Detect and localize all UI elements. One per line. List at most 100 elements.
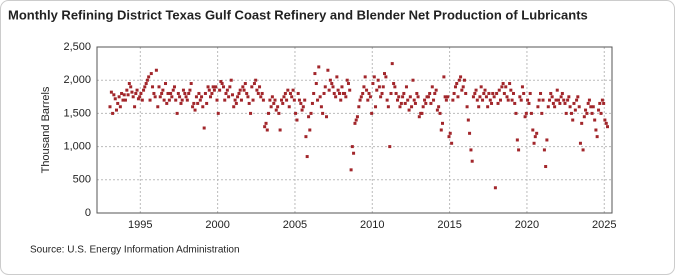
data-point [440, 121, 444, 125]
data-point [256, 91, 260, 95]
data-point [493, 186, 497, 190]
data-point [517, 148, 521, 152]
data-point [183, 91, 187, 95]
data-point [130, 90, 134, 94]
data-point [370, 111, 374, 115]
data-point [366, 98, 370, 102]
data-point [247, 101, 251, 105]
data-point [386, 105, 390, 109]
x-tick-label: 2015 [437, 219, 461, 231]
data-point [181, 88, 185, 92]
data-point [381, 85, 385, 89]
data-point [415, 91, 419, 95]
data-point [491, 91, 495, 95]
data-point [120, 91, 124, 95]
data-point [198, 98, 202, 102]
data-point [389, 91, 393, 95]
data-point [421, 105, 425, 109]
data-point [433, 91, 437, 95]
data-point [477, 105, 481, 109]
data-point [522, 91, 526, 95]
data-point [172, 85, 176, 89]
data-point [553, 105, 557, 109]
data-point [560, 91, 564, 95]
data-point [134, 91, 138, 95]
data-point [269, 105, 273, 109]
data-point [371, 82, 375, 86]
data-point [121, 98, 125, 102]
data-point [375, 88, 379, 92]
data-point [278, 128, 282, 132]
data-point [241, 85, 245, 89]
data-point [562, 98, 566, 102]
data-point [207, 88, 211, 92]
data-point [554, 98, 558, 102]
data-point [428, 91, 432, 95]
data-point [416, 95, 420, 99]
data-point [219, 80, 223, 84]
data-point [532, 141, 536, 145]
data-point [448, 131, 452, 135]
data-point [171, 88, 175, 92]
data-point [392, 82, 396, 86]
data-point [336, 88, 340, 92]
data-point [451, 98, 455, 102]
data-point [143, 85, 147, 89]
data-point [584, 108, 588, 112]
data-point [187, 91, 191, 95]
data-point [599, 111, 603, 115]
data-point [372, 75, 376, 79]
data-point [506, 98, 510, 102]
data-point [193, 108, 197, 112]
data-point [296, 91, 300, 95]
data-point [459, 75, 463, 79]
x-tick-label: 2000 [205, 219, 229, 231]
data-point [337, 91, 341, 95]
data-point [520, 85, 524, 89]
data-point [602, 101, 606, 105]
data-point [486, 105, 490, 109]
data-point [497, 88, 501, 92]
data-point [138, 95, 142, 99]
data-point [597, 108, 601, 112]
data-point [550, 95, 554, 99]
data-point [334, 95, 338, 99]
data-point [316, 98, 320, 102]
data-point [304, 135, 308, 139]
y-tick-label: 0 [85, 207, 91, 219]
data-point [321, 111, 325, 115]
data-point [469, 148, 473, 152]
data-point [259, 95, 263, 99]
data-point [156, 105, 160, 109]
data-point [108, 105, 112, 109]
data-point [432, 98, 436, 102]
data-point [175, 111, 179, 115]
data-point [234, 101, 238, 105]
data-point [197, 91, 201, 95]
data-point [393, 85, 397, 89]
data-point [576, 95, 580, 99]
data-point [457, 78, 461, 82]
data-point [529, 111, 533, 115]
data-point [179, 101, 183, 105]
data-point [439, 128, 443, 132]
data-point [212, 88, 216, 92]
data-point [430, 85, 434, 89]
data-point [152, 91, 156, 95]
data-point [580, 121, 584, 125]
data-point [558, 101, 562, 105]
data-point [265, 128, 269, 132]
data-point [578, 141, 582, 145]
data-point [111, 111, 115, 115]
data-point [559, 95, 563, 99]
data-point [490, 101, 494, 105]
x-tick-label: 2010 [360, 219, 384, 231]
data-point [388, 145, 392, 149]
data-point [348, 88, 352, 92]
data-point [325, 115, 329, 119]
data-point [309, 111, 313, 115]
data-point [201, 105, 205, 109]
data-point [595, 135, 599, 139]
data-point [352, 151, 356, 155]
data-point [236, 95, 240, 99]
